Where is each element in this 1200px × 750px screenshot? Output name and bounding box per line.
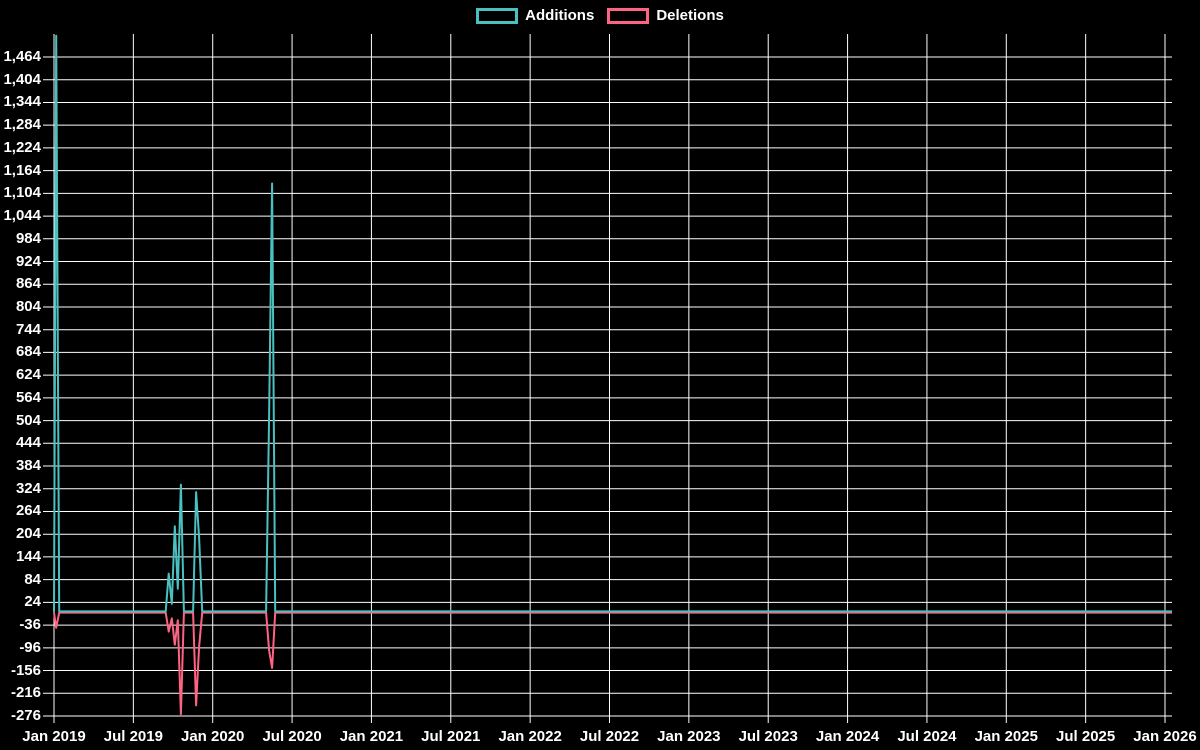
- deletions-line: [53, 611, 1172, 716]
- deletions-swatch-icon: [607, 8, 650, 24]
- legend-label-deletions: Deletions: [656, 7, 724, 24]
- y-tick-label: 1,104: [3, 184, 41, 202]
- y-tick-label: 24: [24, 593, 41, 611]
- legend-label-additions: Additions: [525, 7, 595, 24]
- y-tick-label: 1,044: [3, 207, 41, 225]
- y-tick-label: -96: [19, 638, 41, 656]
- y-tick-label: 984: [15, 229, 41, 247]
- x-tick-label: Jan 2023: [657, 728, 721, 745]
- y-tick-label: -276: [10, 707, 41, 724]
- y-tick-label: -36: [19, 616, 41, 634]
- chart-legend: Additions Deletions: [0, 8, 1200, 24]
- x-tick-label: Jul 2025: [1056, 728, 1116, 745]
- x-tick-label: Jan 2019: [22, 728, 86, 745]
- x-tick-label: Jul 2023: [738, 728, 798, 745]
- y-tick-label: 804: [15, 297, 41, 315]
- x-tick-label: Jan 2020: [181, 728, 245, 745]
- y-tick-label: 1,404: [3, 70, 41, 88]
- y-tick-label: -216: [10, 684, 41, 702]
- legend-item-additions[interactable]: Additions: [476, 8, 594, 24]
- additions-swatch-icon: [476, 8, 519, 24]
- x-tick-label: Jan 2021: [339, 728, 404, 745]
- y-tick-label: 624: [15, 366, 41, 384]
- x-tick-label: Jul 2021: [421, 728, 481, 745]
- y-tick-label: -156: [10, 661, 41, 679]
- y-tick-label: 744: [15, 320, 41, 338]
- y-tick-label: 384: [15, 457, 41, 475]
- y-tick-label: 1,344: [3, 93, 41, 111]
- y-tick-label: 1,164: [3, 161, 41, 179]
- y-tick-label: 1,224: [3, 138, 41, 156]
- y-tick-label: 684: [15, 343, 41, 361]
- x-tick-label: Jan 2022: [498, 728, 562, 745]
- y-tick-label: 84: [24, 570, 41, 588]
- x-tick-label: Jul 2020: [262, 728, 322, 745]
- y-tick-label: 144: [15, 547, 41, 565]
- y-tick-label: 324: [15, 479, 41, 497]
- y-tick-label: 564: [15, 388, 41, 406]
- x-tick-label: Jul 2022: [579, 728, 640, 745]
- x-tick-label: Jan 2024: [815, 728, 880, 745]
- additions-line: [53, 34, 1172, 613]
- y-tick-label: 864: [15, 275, 41, 293]
- y-tick-label: 504: [15, 411, 41, 429]
- y-tick-label: 204: [15, 525, 41, 543]
- legend-item-deletions[interactable]: Deletions: [607, 8, 724, 24]
- x-tick-label: Jul 2019: [103, 728, 163, 745]
- x-tick-label: Jan 2026: [1133, 728, 1197, 745]
- x-tick-label: Jul 2024: [897, 728, 957, 745]
- y-tick-label: 1,464: [3, 48, 41, 65]
- y-tick-label: 924: [15, 252, 41, 270]
- x-tick-label: Jan 2025: [974, 728, 1038, 745]
- y-tick-label: 1,284: [3, 116, 41, 134]
- y-tick-label: 444: [15, 434, 41, 452]
- y-tick-label: 264: [15, 502, 41, 520]
